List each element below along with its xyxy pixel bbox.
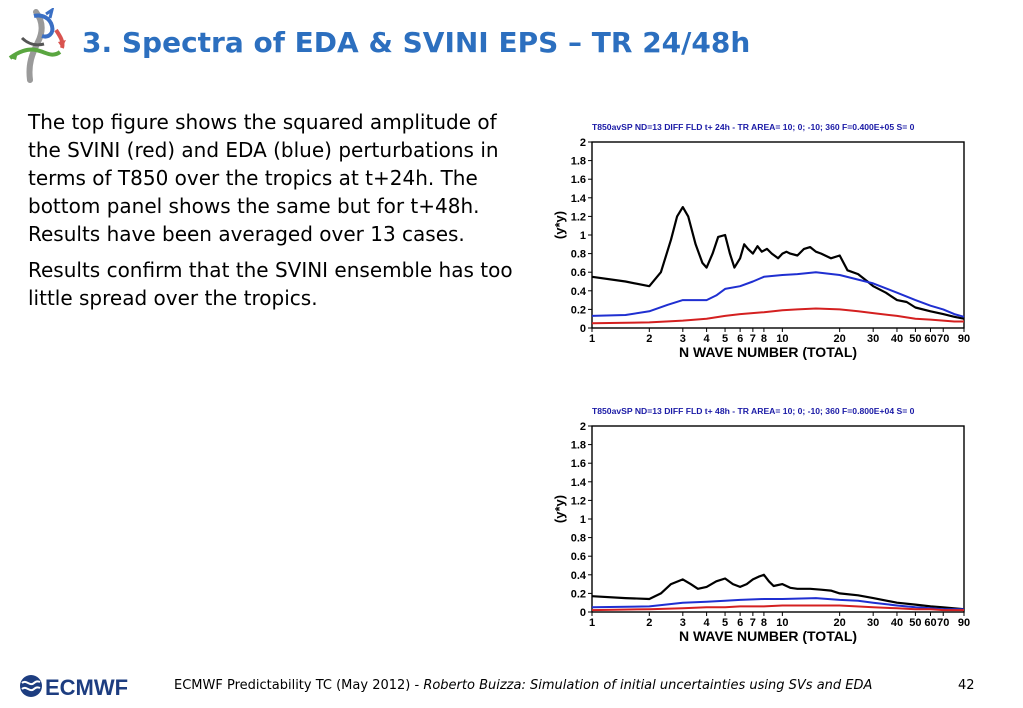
x-tick-label: 1 [589, 617, 595, 629]
y-tick-label: 1.8 [571, 156, 586, 168]
x-axis-label: N WAVE NUMBER (TOTAL) [679, 628, 857, 644]
y-tick-label: 0.8 [571, 249, 586, 261]
x-tick-label: 60 [924, 617, 936, 629]
series-blue-eda-line [591, 271, 965, 318]
y-tick-label: 0.8 [571, 533, 586, 545]
footer-author-title: Roberto Buizza: Simulation of initial un… [423, 678, 873, 693]
y-tick-label: 1.6 [571, 458, 586, 470]
x-tick-label: 40 [891, 617, 903, 629]
y-tick-label: 1.2 [571, 211, 586, 223]
y-tick-label: 2 [580, 137, 586, 149]
y-axis-label: (y*y) [552, 211, 567, 239]
footer-prefix: ECMWF Predictability TC (May 2012) - [174, 678, 424, 693]
series-black-line [591, 573, 965, 611]
series-red-svini-line [591, 307, 964, 325]
ecmwf-footer-logo: ECMWF [20, 675, 128, 700]
y-tick-label: 0.4 [571, 286, 587, 298]
x-tick-label: 20 [834, 617, 846, 629]
x-tick-label: 30 [867, 333, 879, 345]
paragraph-1: The top figure shows the squared amplitu… [28, 110, 499, 246]
x-tick-label: 3 [680, 617, 686, 629]
x-tick-label: 70 [937, 617, 949, 629]
footer-citation: ECMWF Predictability TC (May 2012) - Rob… [174, 678, 872, 693]
ecmwf-wave-icon [20, 675, 42, 697]
x-tick-label: 60 [924, 333, 936, 345]
y-axis-label: (y*y) [552, 495, 567, 523]
x-tick-label: 6 [737, 617, 743, 629]
x-tick-label: 90 [958, 333, 970, 345]
y-tick-label: 0.4 [571, 570, 587, 582]
x-tick-label: 5 [722, 617, 728, 629]
y-tick-label: 1 [580, 230, 586, 242]
x-axis-label: N WAVE NUMBER (TOTAL) [679, 344, 857, 360]
series-red-svini-line [591, 604, 964, 612]
y-tick-label: 0.2 [571, 304, 586, 316]
y-tick-label: 1.2 [571, 495, 586, 507]
y-tick-label: 1.8 [571, 440, 586, 452]
page-number: 42 [958, 678, 975, 693]
y-tick-label: 0.6 [571, 267, 586, 279]
x-tick-label: 30 [867, 617, 879, 629]
x-tick-label: 5 [722, 333, 728, 345]
y-tick-label: 1.4 [571, 477, 587, 489]
x-tick-label: 2 [646, 617, 652, 629]
body-text: The top figure shows the squared amplitu… [28, 108, 523, 320]
x-tick-label: 3 [680, 333, 686, 345]
y-tick-label: 0.2 [571, 588, 586, 600]
chart-title: T850avSP ND=13 DIFF FLD t+ 24h - TR AREA… [592, 122, 915, 132]
x-tick-label: 4 [704, 333, 711, 345]
series-black-line [591, 205, 965, 320]
y-tick-label: 0 [580, 323, 586, 335]
x-tick-label: 4 [704, 617, 711, 629]
x-tick-label: 50 [909, 333, 921, 345]
x-tick-label: 90 [958, 617, 970, 629]
footer-logo-text: ECMWF [45, 675, 128, 700]
x-tick-label: 50 [909, 617, 921, 629]
y-tick-label: 0 [580, 607, 586, 619]
y-tick-label: 0.6 [571, 551, 586, 563]
slide-title: 3. Spectra of EDA & SVINI EPS – TR 24/48… [82, 26, 751, 59]
plot-frame [591, 141, 965, 329]
x-tick-label: 20 [834, 333, 846, 345]
y-tick-label: 1.6 [571, 174, 586, 186]
x-tick-label: 10 [776, 617, 788, 629]
x-tick-label: 10 [776, 333, 788, 345]
x-tick-label: 7 [750, 617, 756, 629]
chart-title: T850avSP ND=13 DIFF FLD t+ 48h - TR AREA… [592, 406, 915, 416]
y-tick-label: 2 [580, 421, 586, 433]
x-tick-label: 40 [891, 333, 903, 345]
spectrum-chart-48h: T850avSP ND=13 DIFF FLD t+ 48h - TR AREA… [552, 406, 970, 644]
paragraph-2: Results confirm that the SVINI ensemble … [28, 258, 513, 310]
x-tick-label: 2 [646, 333, 652, 345]
y-tick-label: 1.4 [571, 193, 587, 205]
y-tick-label: 1 [580, 514, 586, 526]
x-tick-label: 1 [589, 333, 595, 345]
x-tick-label: 8 [761, 333, 767, 345]
x-tick-label: 8 [761, 617, 767, 629]
ecmwf-arrows-logo [8, 8, 66, 83]
x-tick-label: 7 [750, 333, 756, 345]
x-tick-label: 70 [937, 333, 949, 345]
x-tick-label: 6 [737, 333, 743, 345]
spectrum-chart-24h: T850avSP ND=13 DIFF FLD t+ 24h - TR AREA… [552, 122, 970, 360]
